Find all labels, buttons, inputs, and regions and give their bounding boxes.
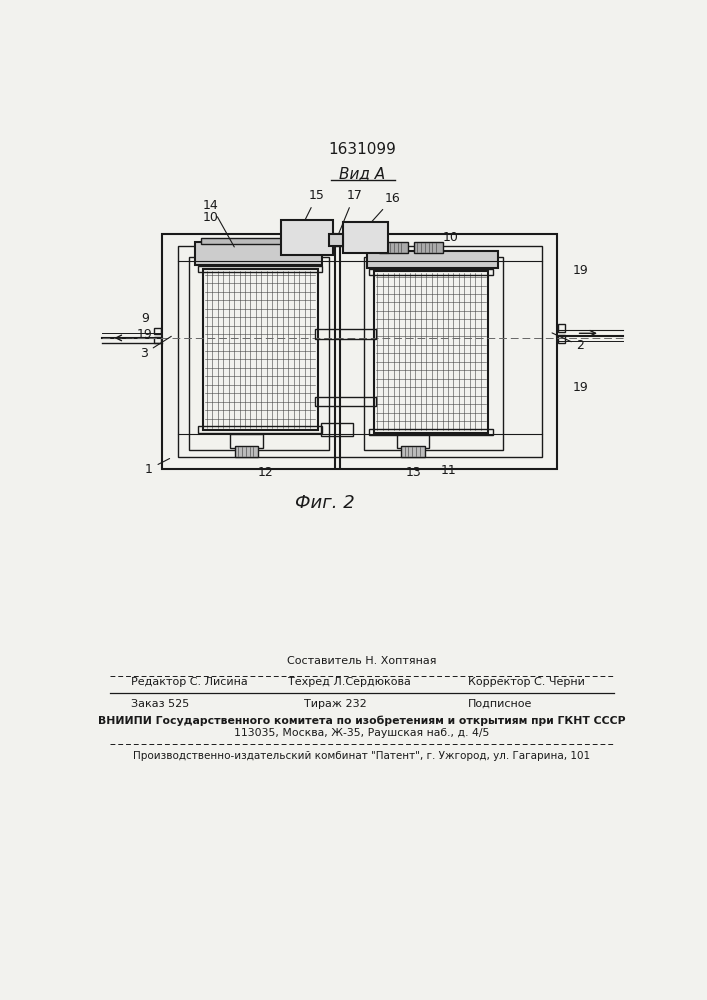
Bar [235, 446, 258, 457]
Bar [189, 257, 329, 450]
Text: Тираж 232: Тираж 232 [304, 699, 366, 709]
Text: Корректор С. Черни: Корректор С. Черни [468, 677, 585, 687]
Text: ВНИИПИ Государственного комитета по изобретениям и открытиям при ГКНТ СССР: ВНИИПИ Государственного комитета по изоб… [98, 715, 626, 726]
Bar [558, 324, 565, 332]
Text: 1: 1 [145, 459, 170, 476]
Bar [154, 337, 161, 343]
Text: 1631099: 1631099 [328, 142, 396, 157]
Text: Производственно-издательский комбинат "Патент", г. Ужгород, ул. Гагарина, 101: Производственно-издательский комбинат "П… [134, 751, 590, 761]
Text: 3: 3 [140, 336, 171, 360]
Bar [203, 269, 317, 430]
Text: 2: 2 [552, 333, 585, 352]
Text: 10: 10 [203, 211, 218, 224]
Bar [373, 271, 489, 433]
Bar [230, 434, 263, 448]
Text: Фиг. 2: Фиг. 2 [295, 494, 355, 512]
Text: 113035, Москва, Ж-35, Раушская наб., д. 4/5: 113035, Москва, Ж-35, Раушская наб., д. … [234, 728, 490, 738]
Text: 12: 12 [257, 466, 273, 479]
Bar [368, 251, 498, 268]
Bar [195, 242, 322, 265]
Text: 14: 14 [203, 199, 234, 247]
Text: 16: 16 [372, 192, 401, 222]
Text: Редактор С. Лисина: Редактор С. Лисина [131, 677, 247, 687]
Text: 19: 19 [136, 328, 152, 341]
Text: 13: 13 [406, 466, 422, 479]
Text: 11: 11 [441, 464, 457, 477]
Bar [199, 426, 322, 433]
Bar [363, 257, 503, 450]
Bar [201, 238, 317, 244]
Bar [369, 429, 493, 435]
Bar [321, 423, 354, 436]
Text: 10: 10 [443, 231, 459, 244]
Text: 19: 19 [573, 381, 588, 394]
Bar [369, 269, 493, 275]
Text: 17: 17 [339, 189, 362, 233]
Text: Заказ 525: Заказ 525 [131, 699, 189, 709]
Bar [329, 234, 344, 246]
Text: Подписное: Подписное [468, 699, 532, 709]
Bar [343, 222, 387, 253]
Bar [281, 220, 333, 255]
Bar [397, 434, 429, 448]
Text: 19: 19 [573, 264, 588, 277]
Text: Вид A: Вид A [339, 166, 385, 181]
Text: 9: 9 [141, 312, 149, 325]
Bar [379, 242, 409, 253]
Bar [177, 246, 542, 457]
Text: Составитель Н. Хоптяная: Составитель Н. Хоптяная [287, 656, 437, 666]
Text: Техред Л.Сердюкова: Техред Л.Сердюкова [288, 677, 411, 687]
Bar [402, 446, 425, 457]
Bar [315, 329, 376, 339]
Bar [414, 242, 443, 253]
Bar [199, 266, 322, 272]
Text: 15: 15 [305, 189, 325, 220]
Bar [154, 328, 161, 334]
Bar [315, 397, 376, 406]
Bar [558, 335, 565, 343]
Bar [162, 234, 557, 469]
